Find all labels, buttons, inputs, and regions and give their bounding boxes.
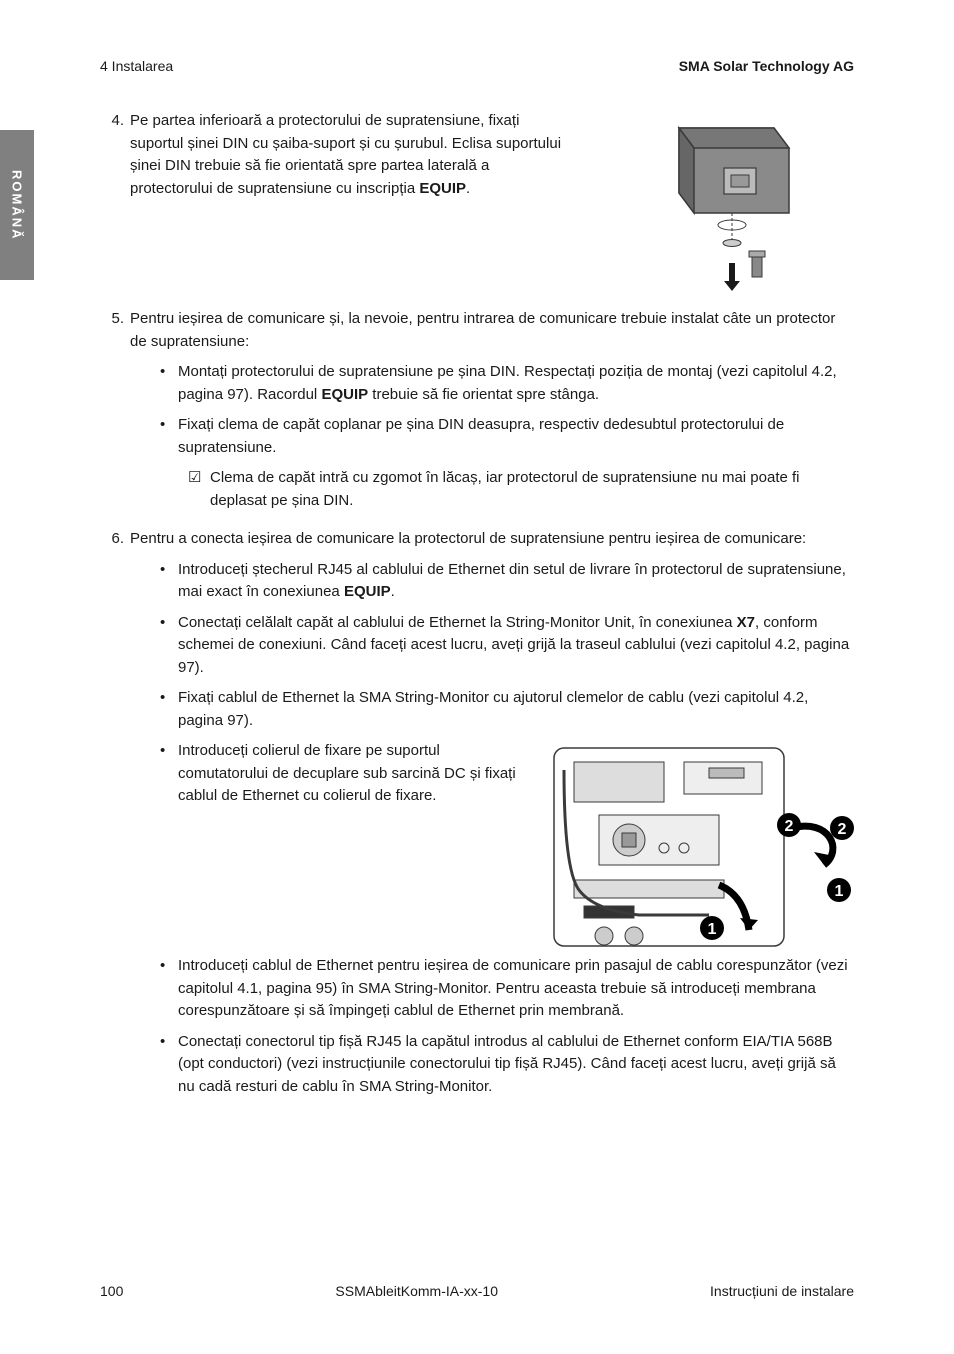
callout-2b: 2 xyxy=(838,821,847,838)
step6-intro: Pentru a conecta ieșirea de comunicare l… xyxy=(130,528,854,551)
s5b1b: trebuie să fie orientat spre stânga. xyxy=(368,386,599,403)
step6-bullet4: Introduceți colierul de fixare pe suport… xyxy=(178,740,529,808)
callout-1a: 1 xyxy=(708,921,717,938)
step5-check: Clema de capăt intră cu zgomot în lăcaș,… xyxy=(210,467,854,512)
s5b1bold: EQUIP xyxy=(321,386,368,403)
figure-enclosure-cabling: 1 1 2 2 xyxy=(544,740,854,955)
step5-bullet2: Fixați clema de capăt coplanar pe șina D… xyxy=(178,414,854,459)
step6-bullet5: Introduceți cablul de Ethernet pentru ie… xyxy=(178,955,854,1023)
step5-intro: Pentru ieșirea de comunicare și, la nevo… xyxy=(130,308,854,353)
bullet-icon: • xyxy=(160,687,178,710)
step4-equip: EQUIP xyxy=(419,180,466,197)
bullet-icon: • xyxy=(160,414,178,437)
section-header-right: SMA Solar Technology AG xyxy=(679,58,854,74)
step6-bullet3: Fixați cablul de Ethernet la SMA String-… xyxy=(178,687,854,732)
step6-bullet2: Conectați celălalt capăt al cablului de … xyxy=(178,612,854,680)
page-number: 100 xyxy=(100,1283,123,1299)
step4-tail: . xyxy=(466,180,470,197)
step5-bullet1: Montați protectorului de supratensiune p… xyxy=(178,361,854,406)
checkbox-icon: ☑ xyxy=(188,467,210,490)
bullet-icon: • xyxy=(160,612,178,635)
bullet-icon: • xyxy=(160,740,178,763)
content-area: 4. Pe partea inferioară a protectorului … xyxy=(100,110,854,1116)
step4-body: Pe partea inferioară a protectorului de … xyxy=(130,112,561,197)
bullet-icon: • xyxy=(160,955,178,978)
callout-1b: 1 xyxy=(835,883,844,900)
s6b1bold: EQUIP xyxy=(344,583,391,600)
callout-2a: 2 xyxy=(785,818,794,835)
footer-right: Instrucțiuni de instalare xyxy=(710,1283,854,1299)
step-number: 5. xyxy=(100,308,124,331)
figure-connector-box xyxy=(594,110,854,300)
section-header-left: 4 Instalarea xyxy=(100,58,173,74)
step-number: 6. xyxy=(100,528,124,551)
language-tab: ROMÂNĂ xyxy=(0,130,34,280)
step-text: Pe partea inferioară a protectorului de … xyxy=(130,110,574,200)
bullet-icon: • xyxy=(160,559,178,582)
step-number: 4. xyxy=(100,110,124,133)
step6-bullet1: Introduceți ștecherul RJ45 al cablului d… xyxy=(178,559,854,604)
bullet-icon: • xyxy=(160,1031,178,1054)
bullet-icon: • xyxy=(160,361,178,384)
s6b2a: Conectați celălalt capăt al cablului de … xyxy=(178,614,737,631)
document-id: SSMAbleitKomm-IA-xx-10 xyxy=(335,1283,498,1299)
s6b1a: Introduceți ștecherul RJ45 al cablului d… xyxy=(178,561,846,601)
step6-bullet6: Conectați conectorul tip fișă RJ45 la ca… xyxy=(178,1031,854,1099)
s6b2bold: X7 xyxy=(737,614,755,631)
s6b1b: . xyxy=(391,583,395,600)
